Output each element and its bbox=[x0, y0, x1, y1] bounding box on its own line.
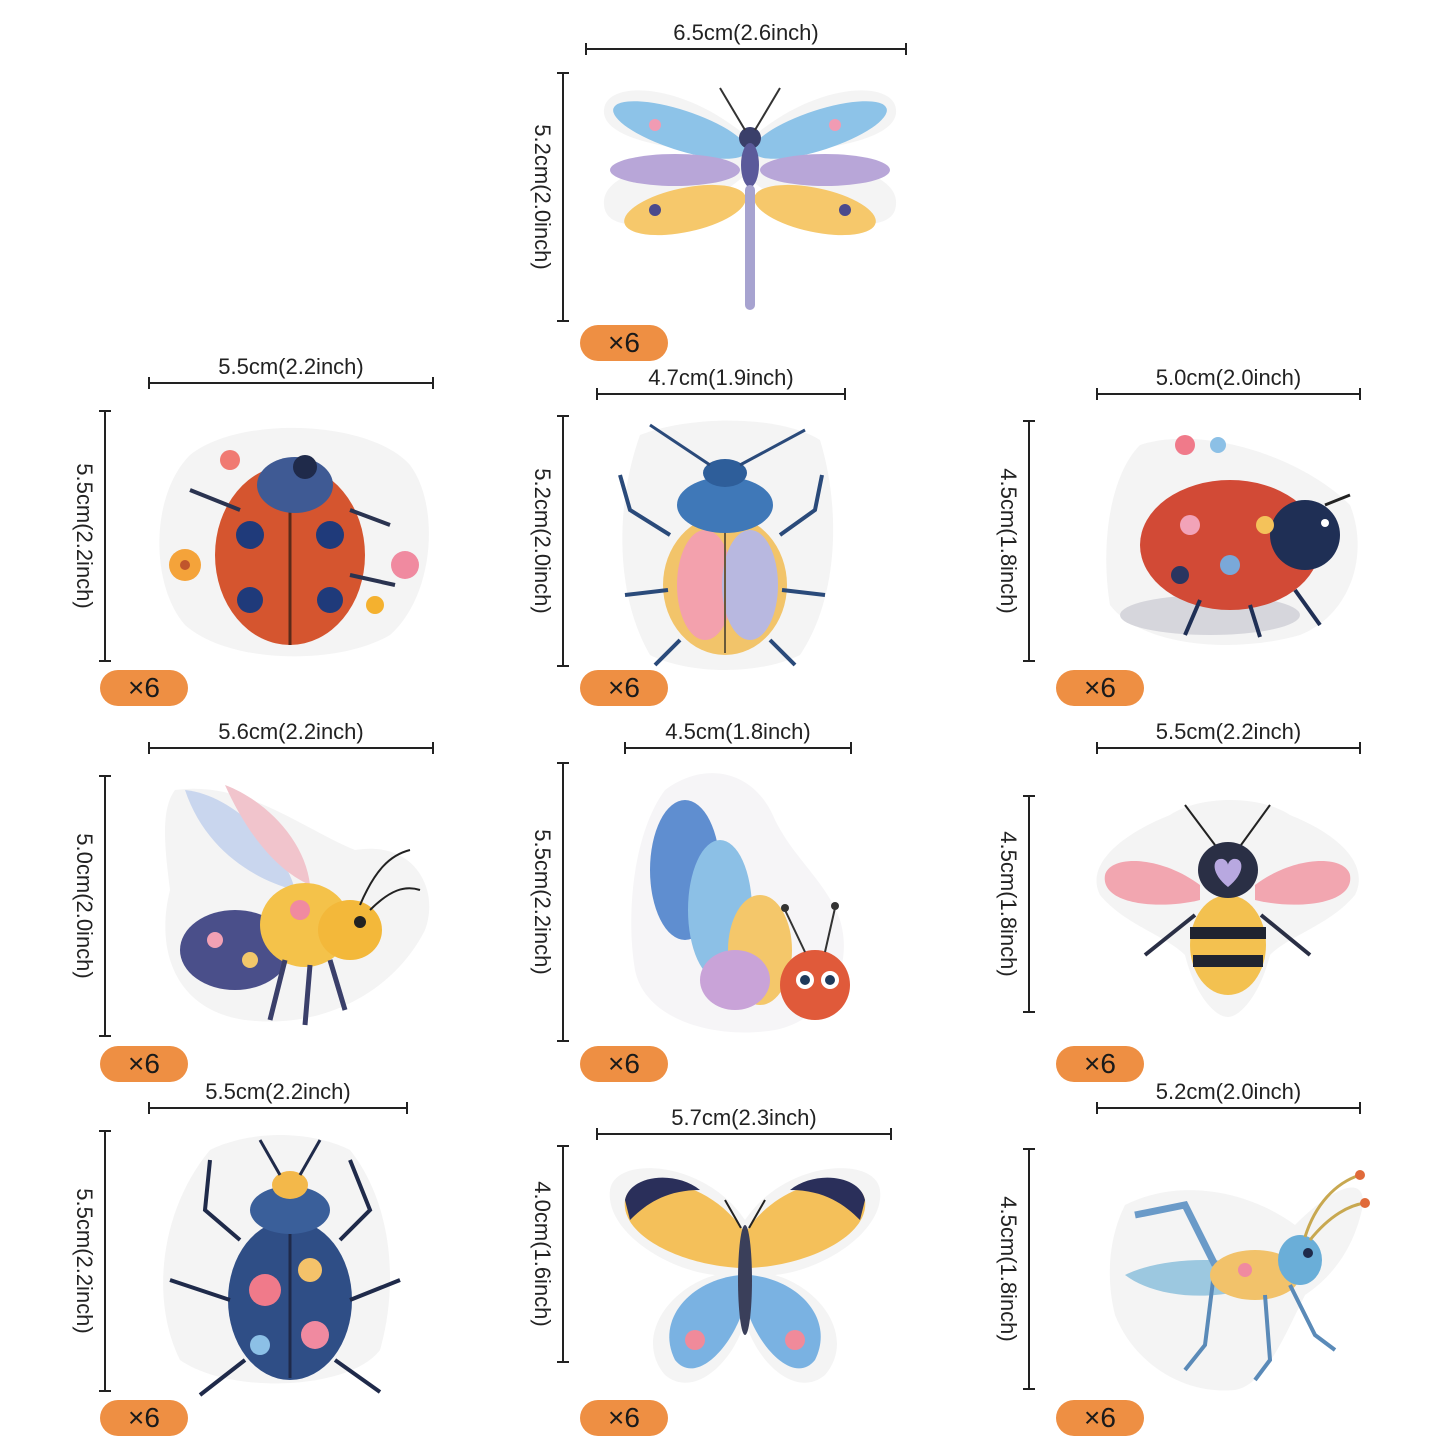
ladybug-flowers-illustration bbox=[159, 427, 429, 657]
width-label: 6.5cm(2.6inch) bbox=[673, 20, 819, 45]
height-label: 5.5cm(2.2inch) bbox=[530, 829, 555, 975]
butterfly-illustration bbox=[609, 1168, 881, 1383]
height-label: 5.5cm(2.2inch) bbox=[72, 463, 97, 609]
height-dimension: 5.5cm(2.2inch) bbox=[72, 1130, 114, 1392]
width-label: 5.5cm(2.2inch) bbox=[218, 354, 364, 379]
width-dimension: 5.2cm(2.0inch) bbox=[1096, 1079, 1361, 1117]
quantity-badge: ×6 bbox=[580, 1046, 668, 1082]
height-label: 4.5cm(1.8inch) bbox=[996, 831, 1021, 977]
caterpillar-illustration bbox=[631, 773, 850, 1033]
width-dimension: 4.5cm(1.8inch) bbox=[624, 719, 852, 757]
bumblebee-illustration bbox=[165, 785, 430, 1026]
height-label: 5.2cm(2.0inch) bbox=[530, 468, 555, 614]
ladybug-walking-illustration bbox=[1106, 435, 1358, 645]
width-label: 4.5cm(1.8inch) bbox=[665, 719, 811, 744]
floral-beetle-illustration bbox=[163, 1135, 401, 1397]
width-dimension: 5.6cm(2.2inch) bbox=[148, 719, 434, 757]
height-dimension: 5.0cm(2.0inch) bbox=[72, 775, 114, 1037]
quantity-badge: ×6 bbox=[580, 670, 668, 706]
width-dimension: 5.5cm(2.2inch) bbox=[148, 354, 434, 392]
quantity-badge: ×6 bbox=[1056, 1400, 1144, 1436]
height-dimension: 4.5cm(1.8inch) bbox=[996, 1148, 1038, 1390]
width-dimension: 5.5cm(2.2inch) bbox=[1096, 719, 1361, 757]
height-dimension: 4.5cm(1.8inch) bbox=[996, 795, 1038, 1013]
quantity-badge: ×6 bbox=[1056, 670, 1144, 706]
quantity-badge: ×6 bbox=[580, 1400, 668, 1436]
height-dimension: 5.2cm(2.0inch) bbox=[530, 415, 572, 667]
heart-bee-illustration bbox=[1096, 800, 1359, 1017]
width-dimension: 6.5cm(2.6inch) bbox=[585, 20, 907, 58]
height-dimension: 4.5cm(1.8inch) bbox=[996, 420, 1038, 662]
width-dimension: 4.7cm(1.9inch) bbox=[596, 365, 846, 403]
width-dimension: 5.7cm(2.3inch) bbox=[596, 1105, 892, 1143]
quantity-badge: ×6 bbox=[100, 1400, 188, 1436]
quantity-badge: ×6 bbox=[580, 325, 668, 361]
width-label: 5.5cm(2.2inch) bbox=[1155, 719, 1302, 744]
quantity-badge: ×6 bbox=[100, 1046, 188, 1082]
height-dimension: 5.5cm(2.2inch) bbox=[530, 762, 572, 1042]
grasshopper-illustration bbox=[1109, 1170, 1370, 1391]
quantity-badge: ×6 bbox=[1056, 1046, 1144, 1082]
width-label: 5.5cm(2.2inch) bbox=[205, 1079, 351, 1104]
height-label: 5.0cm(2.0inch) bbox=[72, 833, 97, 979]
width-dimension: 5.5cm(2.2inch) bbox=[148, 1079, 408, 1117]
blue-beetle-illustration bbox=[618, 420, 834, 670]
height-label: 4.5cm(1.8inch) bbox=[996, 468, 1021, 614]
width-dimension: 5.0cm(2.0inch) bbox=[1096, 365, 1361, 403]
width-label: 5.0cm(2.0inch) bbox=[1155, 365, 1302, 390]
width-label: 5.6cm(2.2inch) bbox=[218, 719, 364, 744]
width-label: 4.7cm(1.9inch) bbox=[648, 365, 794, 390]
height-label: 4.0cm(1.6inch) bbox=[530, 1181, 555, 1327]
height-label: 4.5cm(1.8inch) bbox=[996, 1196, 1021, 1342]
width-label: 5.7cm(2.3inch) bbox=[671, 1105, 817, 1130]
height-label: 5.2cm(2.0inch) bbox=[530, 124, 555, 270]
height-dimension: 5.5cm(2.2inch) bbox=[72, 410, 114, 662]
width-label: 5.2cm(2.0inch) bbox=[1155, 1079, 1302, 1104]
height-dimension: 5.2cm(2.0inch) bbox=[530, 72, 572, 322]
dragonfly-illustration bbox=[603, 87, 897, 310]
height-label: 5.5cm(2.2inch) bbox=[72, 1188, 97, 1334]
height-dimension: 4.0cm(1.6inch) bbox=[530, 1145, 572, 1363]
quantity-badge: ×6 bbox=[100, 670, 188, 706]
